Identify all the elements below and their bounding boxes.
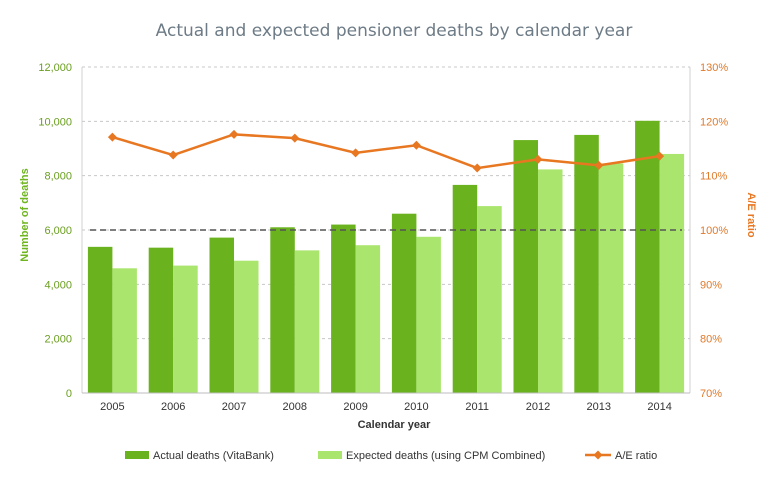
ae-ratio-point (168, 150, 178, 160)
bar-actual (452, 184, 478, 393)
ae-ratio-point (655, 151, 665, 161)
bar-actual (270, 227, 295, 393)
x-tick-label: 2006 (161, 401, 185, 413)
ae-ratio-point (533, 154, 543, 164)
bar-expected (416, 236, 441, 393)
legend-label-actual: Actual deaths (VitaBank) (153, 450, 274, 462)
ae-ratio-path (112, 133, 660, 170)
ae-ratio-point (229, 129, 239, 139)
y2-tick-label: 100% (700, 225, 728, 237)
x-tick-label: 2005 (100, 401, 124, 413)
ae-ratio-point (351, 148, 361, 158)
y-tick-label: 4,000 (44, 279, 72, 291)
x-tick-label: 2009 (343, 401, 367, 413)
bar-actual (391, 213, 417, 393)
x-tick-label: 2010 (404, 401, 428, 413)
ae-ratio-point (107, 132, 117, 142)
bar-expected (173, 265, 198, 393)
ae-ratio-line (107, 129, 665, 173)
bar-actual (331, 224, 356, 393)
ae-ratio-point (594, 160, 604, 170)
x-tick-label: 2008 (283, 401, 307, 413)
ae-ratio-point (411, 140, 421, 150)
x-tick-label: 2012 (526, 401, 550, 413)
y2-tick-label: 110% (700, 171, 728, 183)
x-tick-label: 2013 (587, 401, 611, 413)
legend-label-ae: A/E ratio (615, 450, 657, 462)
y-tick-label: 2,000 (44, 334, 72, 346)
tick-labels: 0 2,000 4,000 6,000 8,000 10,000 12,000 70% 80% 9… (38, 62, 728, 413)
y2-axis-title: A/E ratio (745, 192, 757, 238)
bar-actual (635, 120, 660, 393)
x-tick-label: 2007 (222, 401, 246, 413)
bar-actual (148, 247, 174, 393)
bar-expected (477, 206, 502, 393)
bars (87, 120, 685, 393)
bar-expected (112, 268, 137, 393)
bar-expected (294, 250, 320, 393)
y2-tick-label: 90% (700, 279, 722, 291)
bar-expected (659, 153, 685, 393)
chart-title: Actual and expected pensioner deaths by … (156, 21, 633, 41)
legend: Actual deaths (VitaBank) Expected deaths … (125, 450, 657, 462)
y-tick-label: 6,000 (44, 225, 72, 237)
y2-tick-label: 80% (700, 334, 722, 346)
y2-tick-label: 70% (700, 388, 722, 400)
y-tick-label: 8,000 (44, 171, 72, 183)
legend-label-expected: Expected deaths (using CPM Combined) (346, 450, 545, 462)
bar-expected (598, 163, 624, 393)
legend-swatch-ae-marker (593, 450, 603, 460)
x-tick-label: 2011 (465, 401, 489, 413)
y-tick-label: 10,000 (38, 116, 72, 128)
legend-swatch-actual (125, 451, 149, 459)
legend-swatch-expected (318, 451, 342, 459)
x-tick-label: 2014 (647, 401, 671, 413)
y-tick-label: 12,000 (38, 62, 72, 74)
bar-expected (538, 169, 563, 393)
bar-actual (209, 237, 234, 393)
axes (81, 67, 691, 394)
x-axis-title: Calendar year (358, 419, 431, 431)
bar-actual (574, 134, 599, 393)
bar-expected (234, 260, 259, 393)
bar-expected (355, 245, 381, 393)
bar-actual (513, 140, 538, 393)
ae-ratio-point (472, 163, 482, 173)
y-axis-title: Number of deaths (19, 168, 31, 262)
y2-tick-label: 120% (700, 116, 728, 128)
bar-actual (87, 246, 113, 393)
ae-ratio-point (290, 133, 300, 143)
y-tick-label: 0 (66, 388, 72, 400)
y2-tick-label: 130% (700, 62, 728, 74)
